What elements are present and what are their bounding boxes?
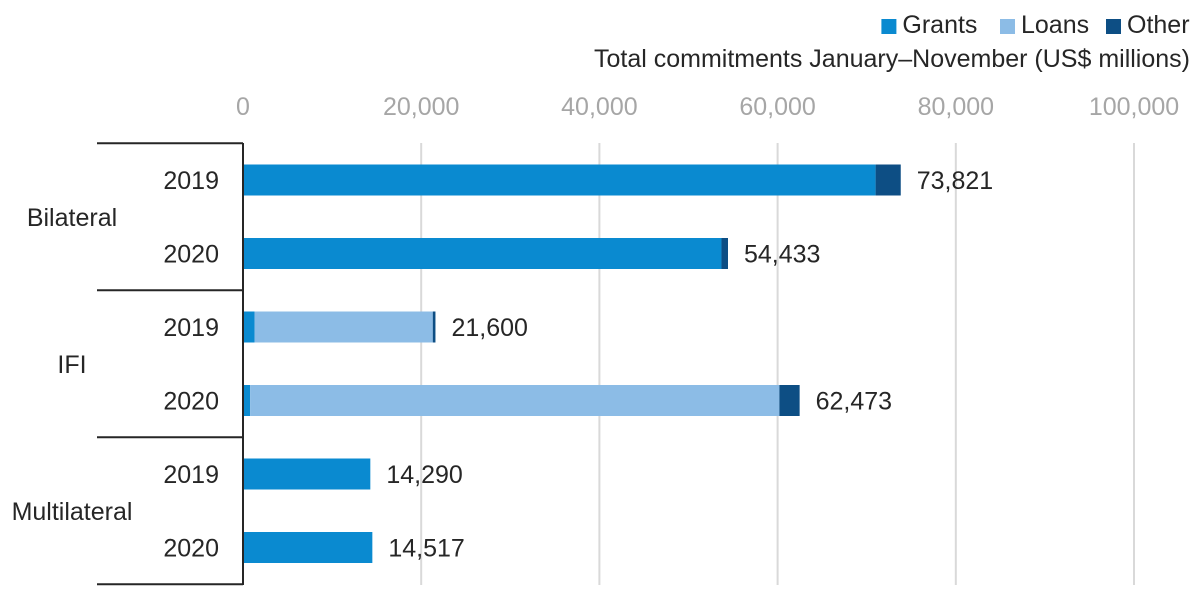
category-year-label: 2020: [163, 535, 219, 563]
bar-segment-grants: [243, 458, 371, 490]
legend-swatch-loans: [1000, 19, 1015, 34]
total-value-label: 14,290: [386, 461, 462, 489]
bar-segment-loans: [250, 385, 780, 416]
category-year-label: 2019: [163, 314, 219, 342]
x-tick-label: 80,000: [918, 93, 994, 121]
total-value-label: 14,517: [388, 535, 464, 563]
legend-label-loans: Loans: [1021, 11, 1089, 39]
group-label-ifi: IFI: [57, 351, 86, 379]
bar-segment-other: [432, 311, 436, 343]
total-value-label: 54,433: [744, 241, 820, 269]
x-tick-label: 60,000: [739, 93, 815, 121]
x-tick-label: 20,000: [383, 93, 459, 121]
legend-label-other: Other: [1127, 11, 1190, 39]
bar-segment-other: [875, 164, 901, 196]
bar-segment-grants: [243, 311, 255, 343]
total-value-label: 62,473: [816, 388, 892, 416]
bar-segment-grants: [243, 164, 876, 196]
bar-segment-grants: [243, 238, 722, 269]
legend-swatch-other: [1106, 19, 1121, 34]
bar-segment-grants: [243, 532, 373, 563]
group-label-multilateral: Multilateral: [12, 498, 133, 526]
x-tick-label: 100,000: [1089, 93, 1179, 121]
bar-segment-loans: [254, 311, 433, 343]
category-year-label: 2020: [163, 388, 219, 416]
x-axis-title: Total commitments January–November (US$ …: [594, 45, 1190, 73]
group-label-bilateral: Bilateral: [27, 204, 117, 232]
category-year-label: 2019: [163, 167, 219, 195]
total-value-label: 21,600: [451, 314, 527, 342]
bar-segment-grants: [243, 385, 251, 416]
bar-segment-other: [721, 238, 728, 269]
total-value-label: 73,821: [917, 167, 993, 195]
legend-label-grants: Grants: [902, 11, 977, 39]
category-year-label: 2020: [163, 241, 219, 269]
x-tick-label: 40,000: [561, 93, 637, 121]
legend-swatch-grants: [881, 19, 897, 34]
x-tick-label: 0: [236, 93, 250, 121]
bar-segment-other: [779, 385, 800, 416]
category-year-label: 2019: [163, 461, 219, 489]
